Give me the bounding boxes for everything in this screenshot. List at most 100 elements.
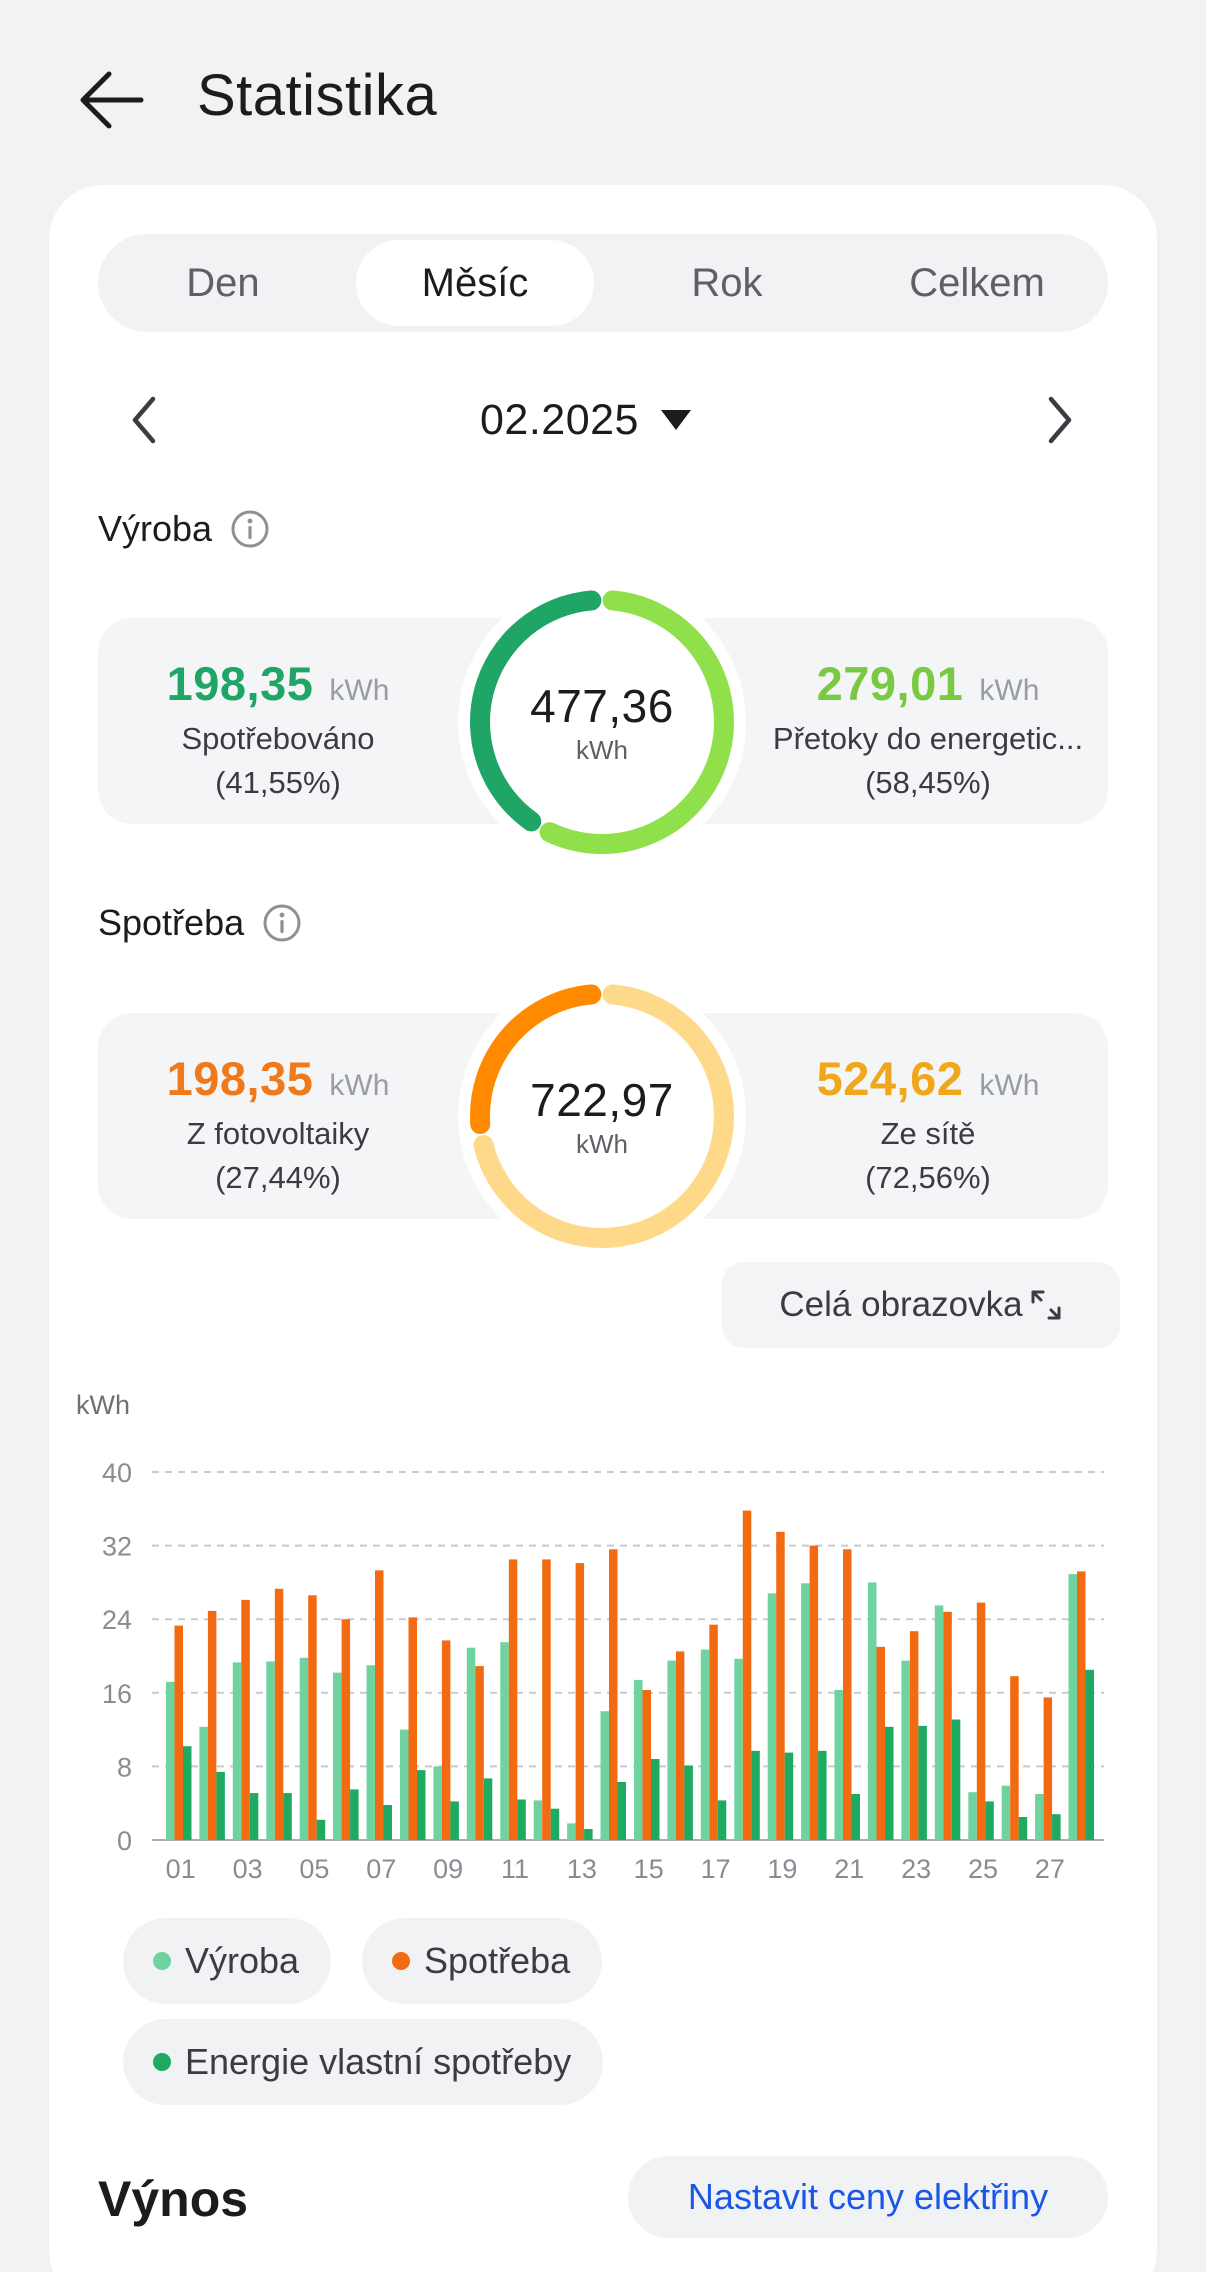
legend-item-production[interactable]: Výroba bbox=[123, 1918, 332, 2004]
consumption-bar[interactable] bbox=[976, 1602, 986, 1840]
self-consumption-bar[interactable] bbox=[617, 1782, 627, 1840]
previous-period-button[interactable] bbox=[104, 380, 184, 460]
consumption-bar[interactable] bbox=[876, 1646, 886, 1840]
production-bar[interactable] bbox=[1035, 1794, 1044, 1840]
self-consumption-bar[interactable] bbox=[851, 1794, 861, 1840]
consumption-bar[interactable] bbox=[174, 1625, 184, 1840]
production-bar[interactable] bbox=[166, 1681, 175, 1840]
self-consumption-bar[interactable] bbox=[550, 1808, 560, 1840]
self-consumption-bar[interactable] bbox=[717, 1800, 727, 1840]
tab-month[interactable]: Měsíc bbox=[356, 240, 594, 326]
production-bar[interactable] bbox=[232, 1662, 242, 1840]
self-consumption-bar[interactable] bbox=[183, 1746, 192, 1840]
consumption-bar[interactable] bbox=[475, 1666, 484, 1840]
self-consumption-bar[interactable] bbox=[450, 1801, 459, 1840]
fullscreen-button[interactable]: Celá obrazovka bbox=[722, 1262, 1120, 1348]
self-consumption-bar[interactable] bbox=[417, 1770, 426, 1840]
production-bar[interactable] bbox=[1068, 1574, 1078, 1840]
self-consumption-bar[interactable] bbox=[249, 1793, 259, 1840]
self-consumption-bar[interactable] bbox=[517, 1799, 526, 1841]
consumption-bar[interactable] bbox=[1077, 1571, 1086, 1840]
production-bar[interactable] bbox=[433, 1766, 442, 1840]
consumption-bar[interactable] bbox=[1010, 1676, 1019, 1840]
self-consumption-bar[interactable] bbox=[751, 1750, 760, 1840]
production-bar[interactable] bbox=[934, 1605, 944, 1840]
info-icon[interactable] bbox=[230, 509, 270, 549]
consumption-bar[interactable] bbox=[542, 1559, 551, 1840]
self-consumption-bar[interactable] bbox=[885, 1726, 894, 1840]
self-consumption-bar[interactable] bbox=[383, 1805, 393, 1840]
self-consumption-bar[interactable] bbox=[651, 1759, 660, 1840]
consumption-bar[interactable] bbox=[776, 1531, 785, 1840]
production-feed-in-label: Přetoky do energetic... bbox=[772, 721, 1084, 756]
production-bar[interactable] bbox=[667, 1660, 676, 1840]
consumption-bar[interactable] bbox=[1043, 1697, 1053, 1840]
production-bar[interactable] bbox=[700, 1649, 710, 1840]
production-bar[interactable] bbox=[266, 1661, 275, 1841]
consumption-bar[interactable] bbox=[909, 1631, 919, 1840]
self-consumption-bar[interactable] bbox=[951, 1719, 961, 1841]
self-consumption-bar[interactable] bbox=[684, 1765, 693, 1841]
consumption-bar[interactable] bbox=[675, 1651, 685, 1840]
self-consumption-bar[interactable] bbox=[316, 1819, 326, 1840]
consumption-bar[interactable] bbox=[207, 1610, 217, 1840]
production-bar[interactable] bbox=[834, 1690, 844, 1840]
self-consumption-bar[interactable] bbox=[1018, 1817, 1028, 1840]
production-bar[interactable] bbox=[1001, 1785, 1011, 1840]
self-consumption-bar[interactable] bbox=[216, 1771, 225, 1840]
self-consumption-bar[interactable] bbox=[1052, 1814, 1061, 1840]
info-icon[interactable] bbox=[262, 903, 302, 943]
self-consumption-bar[interactable] bbox=[584, 1829, 593, 1840]
tab-year[interactable]: Rok bbox=[691, 260, 763, 305]
consumption-bar[interactable] bbox=[809, 1545, 819, 1840]
consumption-bar[interactable] bbox=[274, 1588, 284, 1840]
consumption-bar[interactable] bbox=[609, 1549, 618, 1840]
production-bar[interactable] bbox=[801, 1583, 810, 1840]
production-bar[interactable] bbox=[466, 1647, 476, 1840]
set-electricity-price-button[interactable]: Nastavit ceny elektřiny bbox=[628, 2156, 1108, 2238]
legend-item-consumption[interactable]: Spotřeba bbox=[362, 1918, 603, 2004]
consumption-bar[interactable] bbox=[508, 1559, 518, 1840]
production-bar[interactable] bbox=[299, 1657, 309, 1840]
production-bar[interactable] bbox=[968, 1792, 977, 1840]
production-bar[interactable] bbox=[199, 1726, 208, 1840]
production-bar[interactable] bbox=[366, 1665, 376, 1840]
consumption-bar[interactable] bbox=[575, 1563, 585, 1840]
back-button[interactable] bbox=[70, 58, 154, 142]
self-consumption-bar[interactable] bbox=[818, 1750, 827, 1840]
self-consumption-bar[interactable] bbox=[283, 1793, 292, 1840]
production-bar[interactable] bbox=[734, 1658, 743, 1840]
production-bar[interactable] bbox=[600, 1711, 610, 1840]
production-bar[interactable] bbox=[567, 1823, 576, 1840]
self-consumption-bar[interactable] bbox=[985, 1801, 994, 1840]
production-bar[interactable] bbox=[868, 1582, 877, 1840]
consumption-bar[interactable] bbox=[843, 1549, 852, 1840]
production-bar[interactable] bbox=[901, 1660, 910, 1840]
consumption-bar[interactable] bbox=[241, 1599, 250, 1840]
production-bar[interactable] bbox=[333, 1672, 342, 1840]
production-bar[interactable] bbox=[400, 1729, 409, 1840]
consumption-bar[interactable] bbox=[642, 1690, 652, 1840]
consumption-bar[interactable] bbox=[943, 1611, 952, 1840]
consumption-bar[interactable] bbox=[408, 1617, 418, 1840]
consumption-bar[interactable] bbox=[375, 1570, 384, 1840]
consumption-bar[interactable] bbox=[709, 1624, 718, 1840]
production-bar[interactable] bbox=[634, 1679, 643, 1840]
self-consumption-bar[interactable] bbox=[784, 1752, 794, 1840]
self-consumption-bar[interactable] bbox=[483, 1778, 493, 1840]
production-bar[interactable] bbox=[767, 1593, 777, 1840]
tab-day[interactable]: Den bbox=[186, 260, 260, 305]
consumption-bar[interactable] bbox=[441, 1640, 451, 1840]
production-bar[interactable] bbox=[533, 1800, 543, 1840]
period-selector[interactable]: 02.2025 bbox=[480, 388, 691, 452]
next-period-button[interactable] bbox=[1020, 380, 1100, 460]
legend-item-self-consumption[interactable]: Energie vlastní spotřeby bbox=[123, 2019, 604, 2105]
production-bar[interactable] bbox=[500, 1642, 509, 1840]
self-consumption-bar[interactable] bbox=[918, 1725, 927, 1840]
self-consumption-bar[interactable] bbox=[350, 1789, 359, 1840]
tab-total[interactable]: Celkem bbox=[909, 260, 1045, 305]
self-consumption-bar[interactable] bbox=[1085, 1669, 1095, 1840]
consumption-bar[interactable] bbox=[308, 1595, 317, 1840]
consumption-bar[interactable] bbox=[742, 1510, 752, 1840]
consumption-bar[interactable] bbox=[341, 1619, 351, 1840]
